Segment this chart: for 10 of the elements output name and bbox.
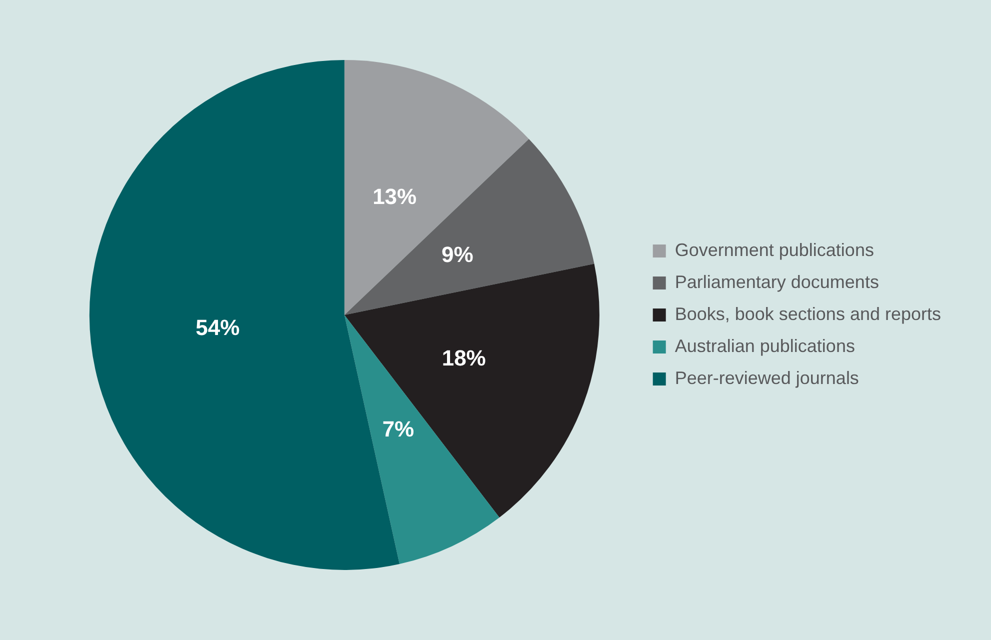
legend-label: Parliamentary documents — [674, 272, 879, 292]
data-label: 7% — [382, 416, 414, 442]
data-label: 18% — [442, 346, 486, 371]
data-label: 13% — [372, 184, 417, 209]
data-label: 9% — [441, 242, 474, 267]
legend-label: Peer-reviewed journals — [674, 368, 859, 388]
legend-label: Government publications — [674, 240, 874, 260]
legend-label: Books, book sections and reports — [674, 304, 942, 324]
data-label: 54% — [196, 314, 240, 340]
legend-label: Australian publications — [674, 336, 855, 356]
